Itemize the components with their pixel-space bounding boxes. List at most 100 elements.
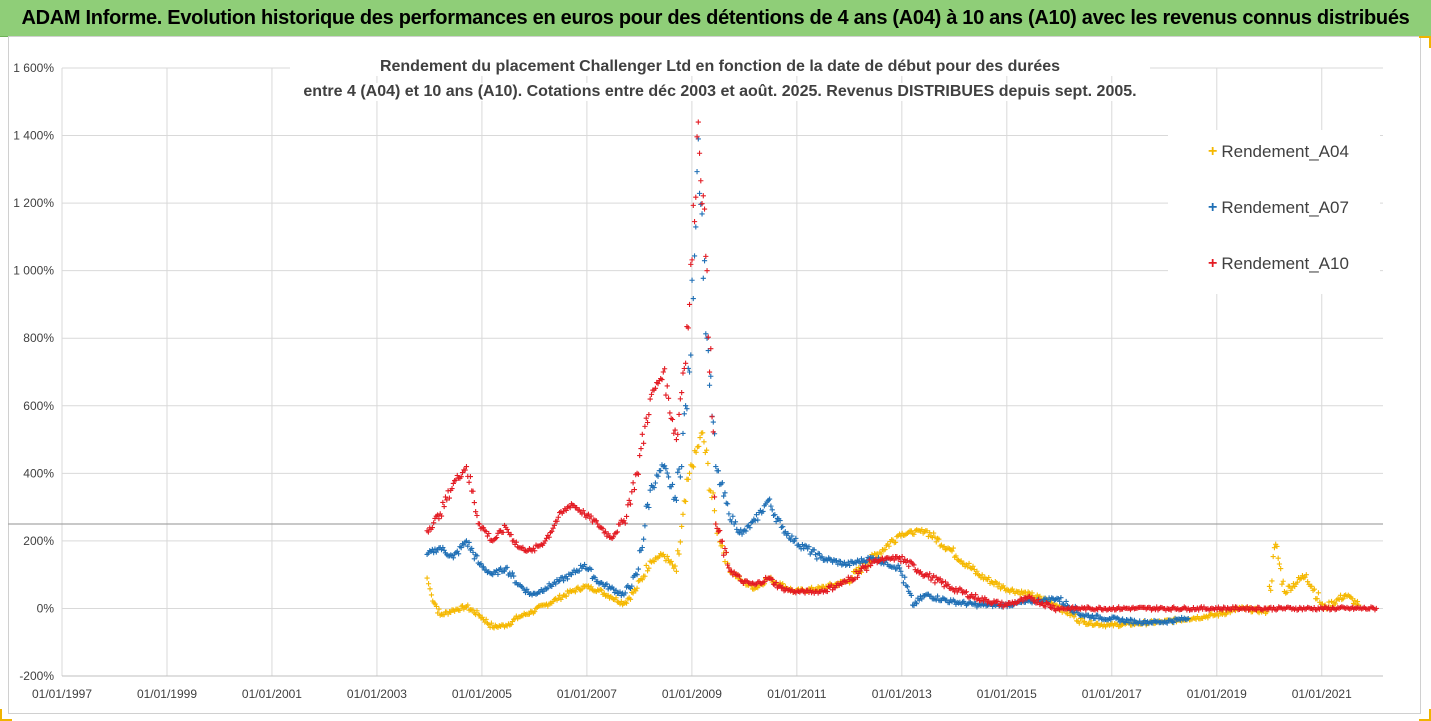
- corner-handle-bottom-right[interactable]: [1419, 709, 1431, 721]
- series-point-fill: [1046, 601, 1052, 608]
- series-point: [1290, 605, 1296, 612]
- series-point: [437, 612, 443, 618]
- series-point-fill: [886, 543, 892, 549]
- series-point-fill: [683, 498, 689, 505]
- chart-title-line-2: entre 4 (A04) et 10 ans (A10). Cotations…: [290, 83, 1150, 101]
- series-point-fill: [999, 599, 1005, 605]
- series-point-fill: [629, 489, 635, 495]
- series-point: [490, 572, 496, 578]
- series-point: [516, 614, 522, 620]
- series-point-fill: [942, 579, 949, 585]
- series-point: [844, 561, 850, 568]
- series-point-fill: [442, 494, 449, 500]
- series-point-fill: [563, 507, 569, 514]
- series-point-fill: [983, 596, 989, 603]
- series-point-fill: [835, 561, 841, 567]
- series-point-fill: [457, 607, 463, 613]
- series-point-fill: [474, 608, 480, 614]
- banner-title: ADAM Informe. Evolution historique des p…: [21, 6, 1410, 29]
- series-point: [923, 592, 929, 598]
- series-point-fill: [848, 575, 854, 581]
- series-point-fill: [480, 525, 487, 531]
- series-point-fill: [725, 501, 731, 507]
- series-point-fill: [459, 470, 466, 476]
- series-point-fill: [882, 546, 888, 553]
- series-point-fill: [755, 517, 761, 523]
- series-point-fill: [961, 560, 967, 566]
- series-point-fill: [567, 505, 573, 511]
- series-point-fill: [1275, 555, 1281, 561]
- series-point-fill: [522, 589, 529, 596]
- series-point: [1133, 605, 1139, 612]
- series-point-fill: [664, 383, 670, 389]
- series-point-fill: [1119, 616, 1126, 622]
- series-point-fill: [470, 549, 476, 555]
- series-point-fill: [588, 513, 594, 519]
- series-point-fill: [722, 490, 728, 496]
- series-point-fill: [635, 566, 641, 572]
- series-point-fill: [1076, 620, 1082, 626]
- series-point: [450, 480, 456, 487]
- series-point-fill: [699, 211, 705, 217]
- series-point: [647, 487, 653, 493]
- series-point-fill: [675, 431, 681, 437]
- x-tick-label: 01/01/2011: [767, 687, 826, 701]
- series-point-fill: [941, 543, 947, 550]
- series-point-fill: [566, 590, 572, 596]
- series-point: [1238, 605, 1244, 612]
- series-point-fill: [743, 528, 749, 534]
- series-point-fill: [974, 568, 980, 574]
- series-point-fill: [444, 497, 450, 503]
- series-point: [647, 396, 653, 402]
- series-point-fill: [633, 588, 639, 594]
- series-point-fill: [627, 596, 634, 602]
- series-point: [1185, 605, 1191, 612]
- series-point: [923, 528, 929, 534]
- series-point-fill: [579, 586, 585, 592]
- series-point-fill: [904, 558, 910, 564]
- series-point-fill: [941, 584, 947, 590]
- series-point-fill: [1095, 612, 1101, 618]
- series-point: [704, 335, 710, 341]
- series-point-fill: [761, 579, 767, 585]
- series-point-fill: [1354, 598, 1361, 605]
- series-point-fill: [1340, 596, 1346, 602]
- series-point: [818, 588, 824, 595]
- series-point-fill: [689, 277, 695, 283]
- series-point: [686, 301, 693, 308]
- series-point: [1211, 612, 1218, 618]
- series-point-fill: [719, 480, 725, 486]
- series-point-fill: [1298, 575, 1304, 582]
- series-point-fill: [453, 477, 459, 483]
- series-point-fill: [782, 529, 788, 535]
- series-point-fill: [917, 593, 924, 599]
- corner-handle-top-right[interactable]: [1419, 36, 1431, 48]
- series-point-fill: [685, 325, 691, 331]
- series-point-fill: [580, 508, 586, 514]
- series-point-fill: [925, 574, 931, 580]
- series-point-fill: [700, 193, 706, 199]
- x-tick-label: 01/01/2007: [557, 687, 617, 701]
- series-point-fill: [1116, 604, 1122, 610]
- series-point-fill: [717, 527, 723, 534]
- corner-handle-bottom-left[interactable]: [0, 709, 12, 721]
- series-point-fill: [721, 552, 727, 558]
- series-point-fill: [664, 553, 670, 560]
- series-point: [424, 528, 430, 534]
- legend-marker-a10: +: [1208, 255, 1218, 272]
- series-Rendement_A10: [424, 119, 1379, 614]
- series-point-fill: [458, 474, 464, 480]
- series-point: [673, 497, 680, 503]
- series-point: [555, 514, 561, 520]
- series-point-fill: [824, 558, 830, 564]
- series-point-fill: [483, 528, 489, 535]
- series-point-fill: [667, 410, 673, 416]
- series-point-fill: [513, 539, 519, 545]
- series-point-fill: [646, 565, 652, 571]
- series-point-fill: [560, 578, 567, 584]
- series-point: [923, 572, 929, 578]
- series-point-fill: [899, 553, 905, 560]
- series-point: [542, 538, 548, 544]
- series-point-fill: [683, 360, 689, 366]
- legend-marker-a04: +: [1208, 143, 1218, 160]
